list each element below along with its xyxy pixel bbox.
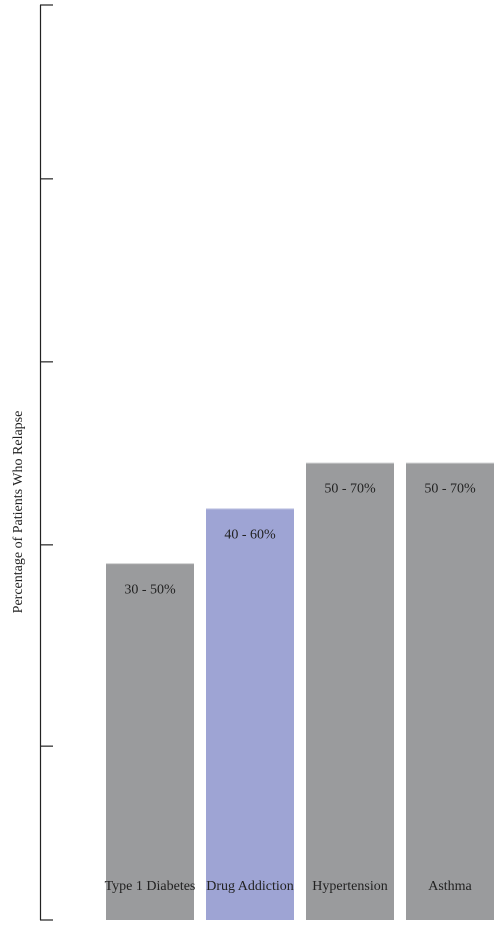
bar: [306, 462, 394, 920]
x-tick-label: Asthma: [428, 879, 472, 894]
value-label: 40 - 60%: [224, 527, 276, 542]
y-axis-label: Percentage of Patients Who Relapse: [11, 411, 26, 614]
value-label: 30 - 50%: [124, 582, 176, 597]
x-tick-label: Hypertension: [312, 879, 388, 894]
bar: [106, 563, 194, 920]
bar: [206, 508, 294, 920]
bar: [406, 462, 494, 920]
value-label: 50 - 70%: [424, 482, 476, 497]
x-tick-label: Drug Addiction: [206, 879, 294, 894]
x-tick-label: Type 1 Diabetes: [104, 879, 196, 894]
value-label: 50 - 70%: [324, 482, 376, 497]
